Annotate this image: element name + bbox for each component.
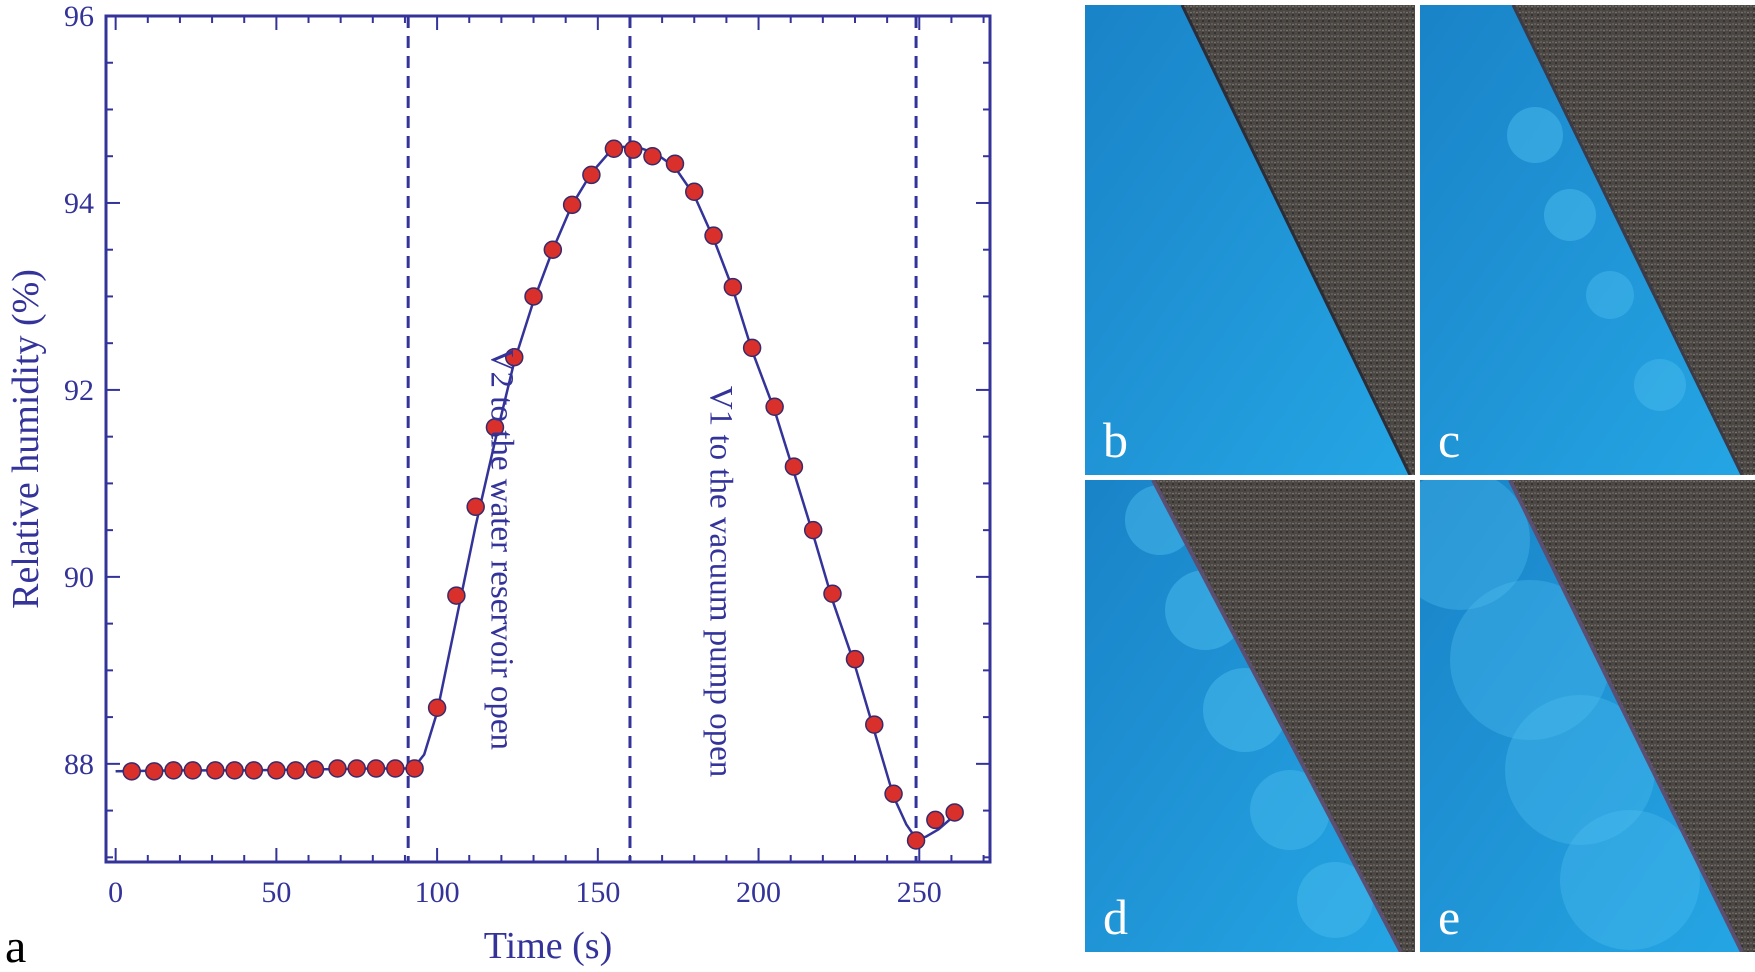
data-point [906,831,926,850]
y-axis-title: Relative humidity (%) [5,269,47,609]
y-tick-label: 88 [64,748,94,781]
data-point [784,457,804,476]
photo-c-image [1420,5,1755,475]
tick-layer [106,15,990,862]
fit-curve [115,145,959,840]
data-point [543,240,563,259]
data-point [267,761,286,780]
data-point [623,140,643,159]
y-tick-label: 90 [64,561,94,594]
data-point [765,397,784,416]
data-point [225,761,244,780]
data-point [366,759,386,778]
photo-e-image [1420,480,1755,952]
data-point [604,139,624,158]
panel-label-a: a [5,920,26,972]
data-point [164,761,183,780]
x-axis-title: Time (s) [484,925,612,967]
y-tick-label: 96 [64,0,94,33]
photo-panel-b: b [1085,5,1415,475]
data-point [865,715,884,734]
data-point [466,497,485,517]
data-point [386,759,405,778]
panel-label-b: b [1103,412,1128,468]
data-point [122,762,141,781]
data-point [524,287,543,306]
photo-b-image [1085,5,1415,475]
data-point [926,810,945,830]
data-points-layer [122,139,964,850]
data-point [582,165,601,185]
data-point [206,761,225,780]
data-point [405,759,424,778]
data-point [845,649,865,669]
data-point [742,338,762,358]
data-point [562,195,582,215]
y-tick-label: 92 [64,374,94,407]
data-point [144,762,164,781]
tick-labels-layer: 0 50 100 150 200 250 88 90 92 94 96 [64,0,942,909]
data-point [704,226,723,245]
panel-label-c: c [1438,412,1461,468]
photo-panel-d: d [1085,480,1415,952]
plot-frame [104,14,992,864]
x-tick-label: 200 [736,876,781,909]
data-point [347,759,366,778]
annotation-1: V2 to the water reservoir open [484,348,520,750]
data-point [305,760,325,779]
annotation-2: V1 to the vacuum pump open [702,386,738,777]
data-point [723,277,743,297]
photo-panel-e: e [1420,480,1755,952]
data-point [884,784,903,804]
x-tick-label: 150 [575,876,620,909]
x-tick-label: 250 [897,876,942,909]
humidity-chart: 0 50 100 150 200 250 88 90 92 94 96 Time (s) Relat… [5,0,992,972]
photo-d-image [1085,480,1415,952]
data-point [447,586,466,605]
data-point [643,146,662,166]
panel-label-e: e [1438,889,1461,945]
x-tick-label: 0 [108,876,123,909]
data-point [803,520,823,540]
data-point [823,584,842,603]
data-point [328,759,347,778]
data-point [685,182,704,201]
data-point [945,803,964,822]
annotation-layer: V2 to the water reservoir open V1 to the … [484,348,739,778]
y-tick-label: 94 [64,187,94,220]
data-point [183,761,203,780]
data-point [427,698,447,718]
data-point [665,154,685,173]
panel-label-d: d [1103,889,1128,945]
fit-curve-layer [115,145,959,840]
x-tick-label: 50 [261,876,291,909]
photo-panel-c: c [1420,5,1755,475]
data-point [286,761,305,780]
data-point [244,761,264,780]
data-point [504,347,524,367]
x-tick-label: 100 [415,876,460,909]
data-point [485,418,505,437]
